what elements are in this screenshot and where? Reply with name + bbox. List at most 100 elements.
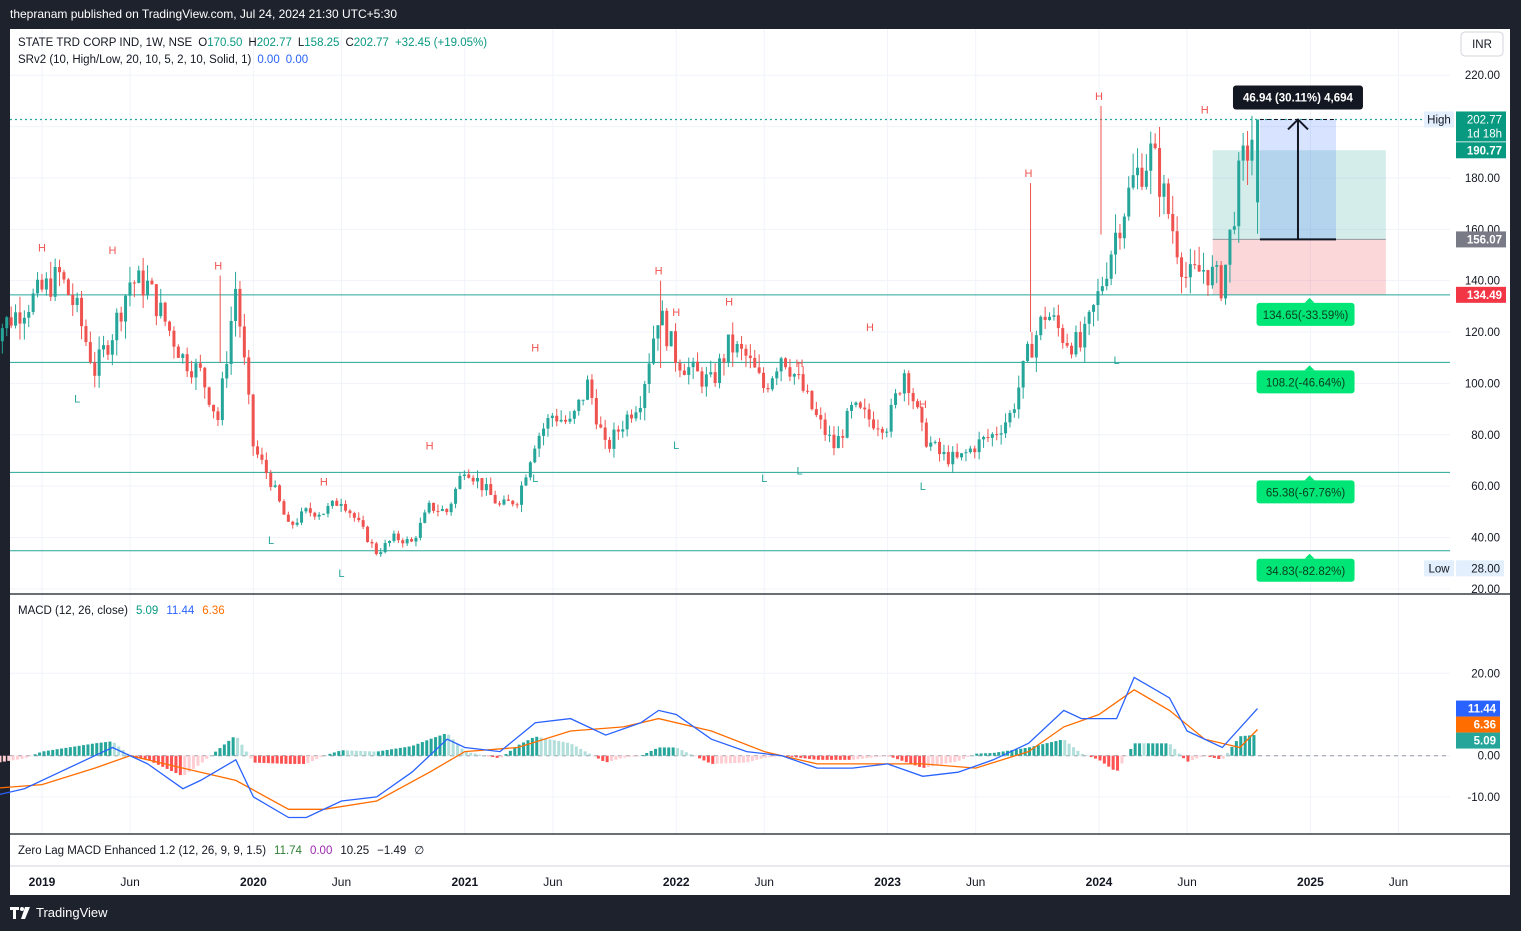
candle-body: [313, 512, 317, 517]
macd-histogram-bar: [1080, 753, 1084, 756]
macd-histogram-bar: [209, 755, 213, 756]
candle-body: [1250, 139, 1254, 161]
candle-body: [1175, 231, 1179, 258]
candle-body: [31, 293, 35, 312]
macd-histogram-bar: [42, 751, 46, 756]
candle-body: [106, 345, 110, 355]
candle-body: [405, 539, 409, 544]
candle-body: [590, 379, 594, 399]
candle-body: [1021, 360, 1025, 388]
candle-body: [762, 372, 766, 388]
macd-histogram-bar: [244, 751, 248, 756]
candle-body: [212, 404, 216, 412]
candle-body: [207, 387, 211, 405]
macd-histogram-bar: [1138, 743, 1142, 756]
candle-body: [1219, 265, 1223, 299]
macd-histogram-bar: [20, 755, 24, 759]
tradingview-brand[interactable]: TradingView: [10, 905, 108, 920]
macd-histogram-bar: [196, 755, 200, 766]
candle-body: [493, 494, 497, 504]
price-tick-label: 140.00: [1465, 276, 1500, 288]
candle-body: [163, 302, 167, 322]
macd-histogram-bar: [456, 743, 460, 756]
macd-histogram-bar: [992, 752, 996, 756]
candle-body: [467, 474, 471, 478]
candle-body: [251, 394, 255, 447]
macd-histogram-bar: [429, 738, 433, 756]
candle-body: [1109, 254, 1113, 279]
pivot-low-label: L: [673, 440, 679, 452]
macd-histogram-bar: [403, 747, 407, 756]
macd-histogram-bar: [772, 755, 776, 757]
pivot-high-label: H: [531, 343, 539, 355]
candle-body: [489, 484, 493, 495]
candle-body: [696, 361, 700, 372]
pivot-low-label: L: [796, 465, 802, 477]
candle-body: [1030, 343, 1034, 358]
macd-histogram-bar: [170, 755, 174, 771]
pivot-high-label: H: [1201, 104, 1209, 116]
macd-histogram-bar: [214, 751, 218, 756]
macd-histogram-bar: [746, 755, 750, 763]
macd-histogram-bar: [557, 741, 561, 756]
chart-area[interactable]: [10, 29, 1510, 895]
candle-body: [1136, 167, 1140, 176]
brand-name: TradingView: [36, 905, 108, 920]
currency-button[interactable]: INR: [1460, 31, 1504, 57]
support-label: 108.2(-46.64%): [1256, 365, 1355, 394]
macd-histogram-bar: [1234, 741, 1238, 756]
candle-body: [572, 410, 576, 419]
macd-histogram-bar: [698, 755, 702, 759]
macd-histogram-bar: [940, 755, 944, 765]
candle-body: [669, 331, 673, 347]
price-tick-label: 20.00: [1471, 584, 1500, 596]
macd-histogram-bar: [979, 753, 983, 756]
macd-histogram-bar: [425, 740, 429, 756]
macd-histogram-bar: [962, 755, 966, 759]
macd-histogram-bar: [473, 753, 477, 756]
candle-body: [621, 429, 625, 432]
price-badge: [1456, 286, 1506, 303]
high-label: High: [1427, 114, 1451, 126]
time-tick-label: Jun: [755, 875, 774, 889]
candle-body: [119, 312, 123, 322]
macd-histogram-bar: [856, 755, 860, 760]
macd-histogram-bar: [913, 755, 917, 766]
candle-body: [559, 419, 563, 422]
macd-histogram-bar: [720, 755, 724, 764]
candle-body: [506, 499, 510, 501]
candle-body: [964, 452, 968, 454]
candle-body: [361, 520, 365, 527]
macd-histogram-bar: [165, 755, 169, 769]
macd-tick-label: 0.00: [1478, 751, 1500, 763]
candle-body: [920, 407, 924, 423]
macd-histogram-bar: [865, 755, 869, 759]
support-label-arrow: [1304, 553, 1315, 559]
candle-body: [49, 278, 53, 297]
macd-histogram-bar: [1041, 744, 1045, 756]
candle-body: [379, 552, 383, 555]
macd-histogram-bar: [1252, 735, 1256, 756]
macd-histogram-bar: [482, 755, 486, 756]
candle-body: [410, 539, 414, 542]
candle-body: [66, 279, 70, 295]
candle-body: [515, 504, 519, 506]
candle-body: [586, 379, 590, 400]
candle-body: [454, 488, 458, 504]
macd-histogram-bar: [1212, 755, 1216, 758]
macd-histogram-bar: [7, 755, 11, 761]
axes: 220.00200.00180.00160.00140.00120.00100.…: [29, 29, 1510, 889]
macd-histogram-bar: [187, 755, 191, 772]
candle-body: [339, 503, 343, 506]
candle-body: [225, 364, 229, 379]
macd-histogram-bar: [293, 755, 297, 764]
macd-histogram-bar: [1010, 750, 1014, 756]
candle-body: [220, 378, 224, 420]
macd-histogram-bar: [724, 755, 728, 764]
macd-value-badge: [1456, 716, 1500, 733]
candles: [0, 106, 1260, 557]
support-label-text: 134.65(-33.59%): [1263, 310, 1349, 322]
candle-body: [168, 321, 172, 331]
